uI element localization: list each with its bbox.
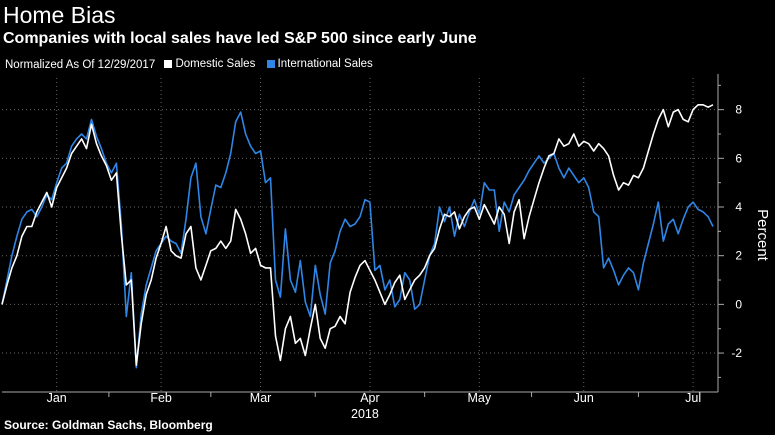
x-tick-label-jun: Jun <box>574 391 594 405</box>
chart-subtitle: Companies with local sales have led S&P … <box>3 30 477 47</box>
legend-swatch-international <box>266 60 275 68</box>
x-tick-label-apr: Apr <box>360 391 379 405</box>
legend-note: Normalized As Of 12/29/2017 <box>5 59 156 71</box>
y-tick-label: 6 <box>735 151 742 165</box>
chart-title: Home Bias <box>3 2 116 28</box>
source-note: Source: Goldman Sachs, Bloomberg <box>4 418 213 432</box>
grid <box>2 78 718 392</box>
legend-item-domestic: Domestic Sales <box>164 57 255 71</box>
legend-item-international: International Sales <box>266 57 373 71</box>
legend-label-international: International Sales <box>277 58 373 70</box>
legend: Normalized As Of 12/29/2017 Domestic Sal… <box>5 57 381 72</box>
y-tick-label: 8 <box>735 103 742 117</box>
x-tick-label-jul: Jul <box>685 391 701 405</box>
series-line-domestic-sales <box>1 104 714 366</box>
y-tick-label: 4 <box>735 200 742 214</box>
x-tick-label-mar: Mar <box>250 391 272 405</box>
x-year-label: 2018 <box>351 407 379 421</box>
x-tick-label-feb: Feb <box>150 391 172 405</box>
x-tick-label-jan: Jan <box>47 391 67 405</box>
legend-label-domestic: Domestic Sales <box>175 58 256 70</box>
y-axis: -2 0 2 4 6 8 Percent <box>717 74 771 392</box>
legend-swatch-domestic <box>164 60 173 68</box>
x-tick-label-may: May <box>468 391 492 405</box>
y-axis-title: Percent <box>754 209 771 262</box>
y-tick-label: 0 <box>735 297 742 311</box>
series-lines <box>1 104 714 369</box>
series-line-international-sales <box>1 111 714 369</box>
y-tick-label: -2 <box>731 346 742 360</box>
x-axis: Jan Feb Mar Apr May Jun Jul 2018 <box>2 391 718 421</box>
y-tick-label: 2 <box>735 249 742 263</box>
